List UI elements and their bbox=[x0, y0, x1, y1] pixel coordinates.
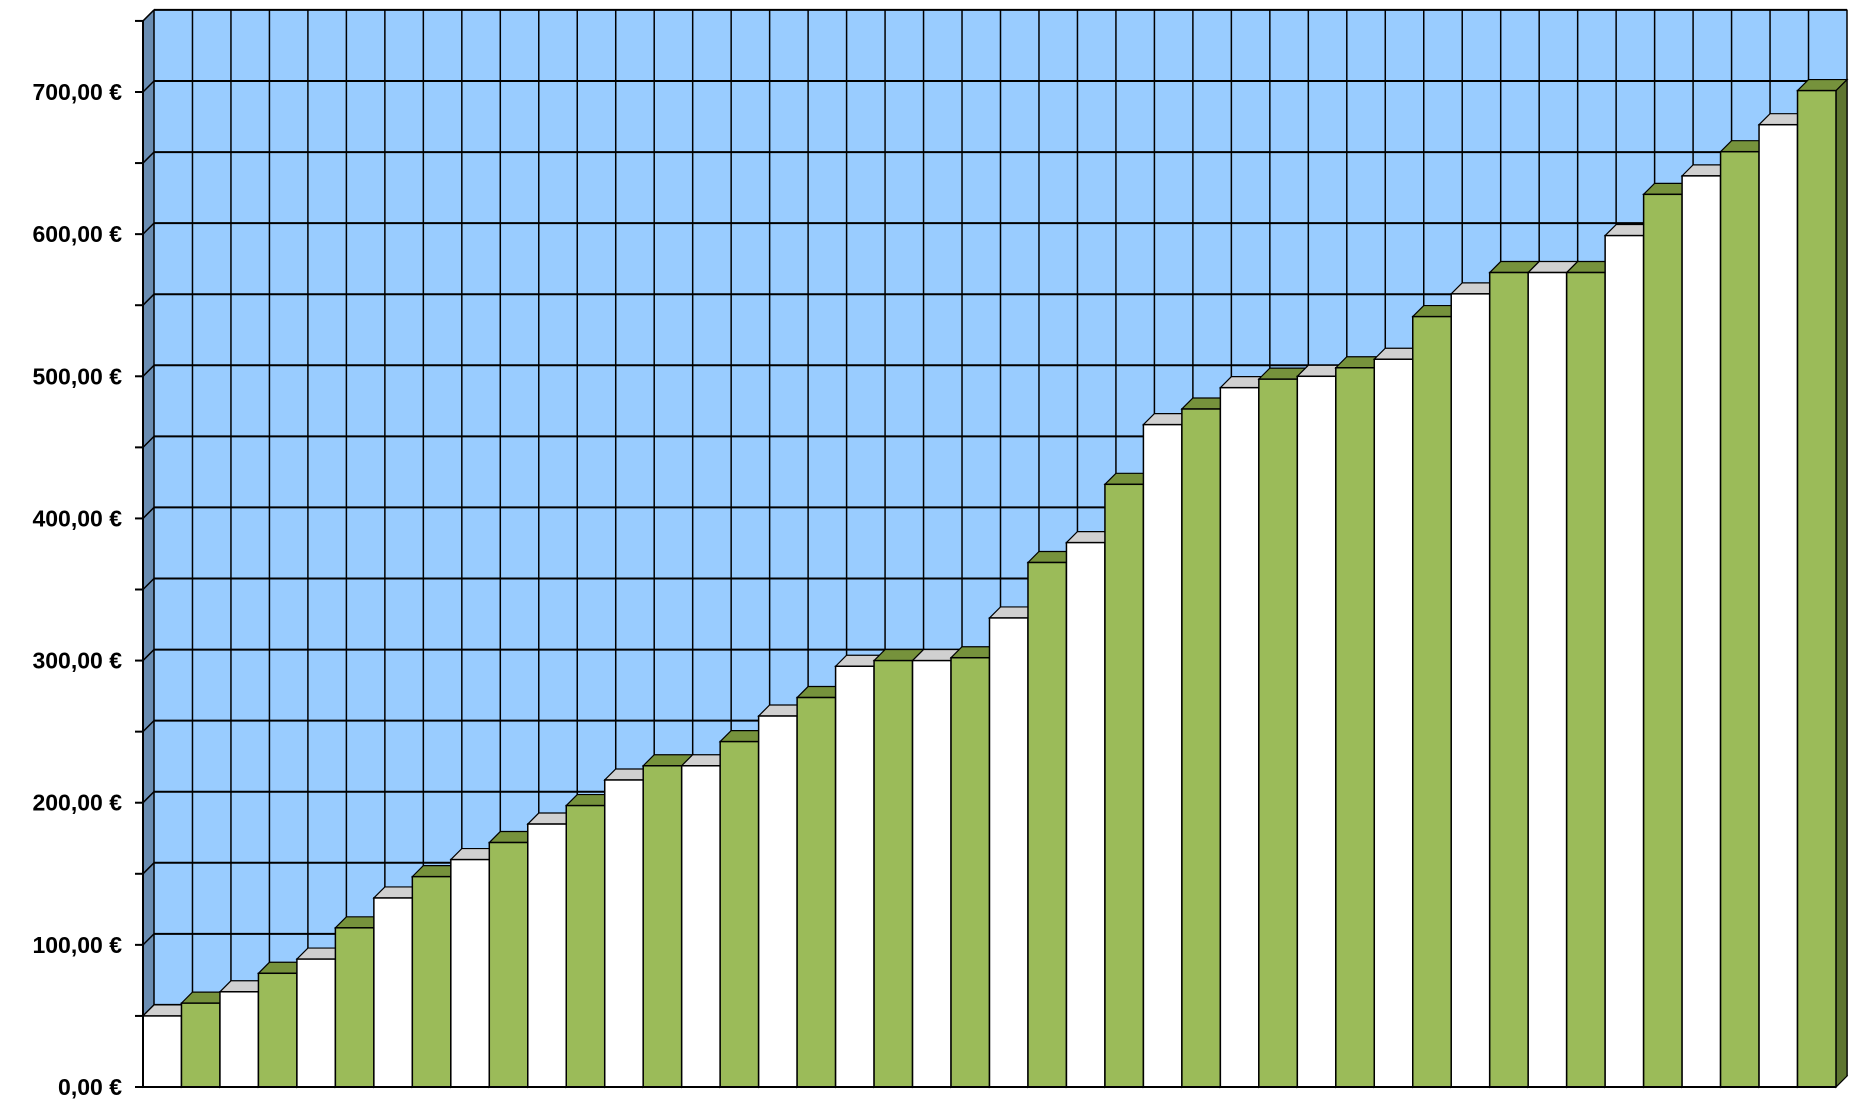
bar-front bbox=[1181, 408, 1222, 1088]
bar-front bbox=[1681, 175, 1722, 1088]
bar-front bbox=[603, 779, 644, 1088]
bar-front bbox=[1373, 358, 1414, 1088]
bar-front bbox=[1796, 89, 1837, 1088]
bar-front bbox=[219, 991, 260, 1088]
bar-front bbox=[488, 841, 529, 1088]
y-tick-label: 500,00 € bbox=[32, 363, 122, 389]
bar-front bbox=[873, 659, 914, 1088]
bar-front bbox=[1565, 271, 1606, 1088]
bar-front bbox=[1258, 378, 1299, 1088]
y-tick-label: 700,00 € bbox=[32, 79, 122, 105]
bar-front bbox=[142, 1015, 183, 1088]
bar-front bbox=[1488, 271, 1529, 1088]
side-grid-line bbox=[142, 151, 155, 164]
bar-front bbox=[257, 972, 298, 1088]
bar bbox=[718, 729, 772, 1089]
bar-front bbox=[334, 927, 375, 1088]
y-tick-label: 600,00 € bbox=[32, 221, 122, 247]
side-grid-line bbox=[142, 9, 155, 22]
side-grid-line bbox=[142, 364, 155, 377]
side-grid-line bbox=[142, 720, 155, 733]
side-grid-line bbox=[142, 506, 155, 519]
bar bbox=[1796, 78, 1849, 1089]
bar-front bbox=[565, 804, 606, 1088]
bar-front bbox=[1642, 193, 1683, 1088]
bar-front bbox=[411, 875, 452, 1088]
bar-front bbox=[1065, 541, 1106, 1088]
bar-front bbox=[950, 656, 991, 1088]
bar-front bbox=[911, 659, 952, 1088]
bar-front bbox=[450, 858, 491, 1088]
side-grid-line bbox=[142, 649, 155, 662]
bar-front bbox=[719, 740, 760, 1088]
y-tick-label: 200,00 € bbox=[32, 790, 122, 816]
bar-front bbox=[373, 897, 414, 1088]
bar-front bbox=[988, 617, 1029, 1088]
bar-front bbox=[642, 765, 683, 1088]
bar-front bbox=[1335, 367, 1376, 1088]
bar-front bbox=[1604, 234, 1645, 1088]
bar-front bbox=[1758, 123, 1799, 1088]
bar-front bbox=[527, 823, 567, 1088]
side-grid-line bbox=[142, 577, 155, 591]
bar-front bbox=[180, 1002, 221, 1088]
bar-front bbox=[680, 765, 721, 1088]
side-grid-line bbox=[142, 293, 155, 306]
bar-front bbox=[1219, 386, 1260, 1088]
bar-front bbox=[1719, 150, 1760, 1088]
bar-front bbox=[1027, 561, 1068, 1088]
bar-front bbox=[1296, 375, 1337, 1088]
y-tick-label: 0,00 € bbox=[58, 1074, 122, 1100]
bar-front bbox=[296, 958, 337, 1088]
bar-side bbox=[1835, 78, 1848, 1089]
bar-front bbox=[834, 665, 875, 1088]
side-grid-line bbox=[142, 933, 155, 946]
y-tick-label: 400,00 € bbox=[32, 505, 122, 531]
y-tick-label: 100,00 € bbox=[32, 932, 122, 958]
side-grid-line bbox=[142, 435, 155, 448]
bar-front bbox=[757, 715, 798, 1088]
bar-front bbox=[1412, 315, 1452, 1088]
side-grid-line bbox=[142, 222, 155, 235]
bar-front bbox=[796, 696, 837, 1088]
bar bbox=[141, 1003, 194, 1089]
bar-front bbox=[1450, 293, 1491, 1088]
side-grid-line bbox=[142, 80, 155, 93]
side-grid-line bbox=[142, 791, 155, 804]
y-axis-tick-labels: 0,00 € 100,00 € 200,00 € 300,00 € 400,00 € 50… bbox=[32, 79, 122, 1100]
bar-front bbox=[1104, 483, 1145, 1088]
side-grid-line bbox=[142, 862, 155, 875]
bars-group bbox=[141, 78, 1849, 1089]
y-tick-label: 300,00 € bbox=[32, 648, 122, 674]
side-wall bbox=[142, 8, 155, 1089]
bar-front bbox=[1527, 271, 1568, 1088]
axes bbox=[135, 19, 1836, 1088]
bar-front bbox=[1142, 423, 1183, 1088]
